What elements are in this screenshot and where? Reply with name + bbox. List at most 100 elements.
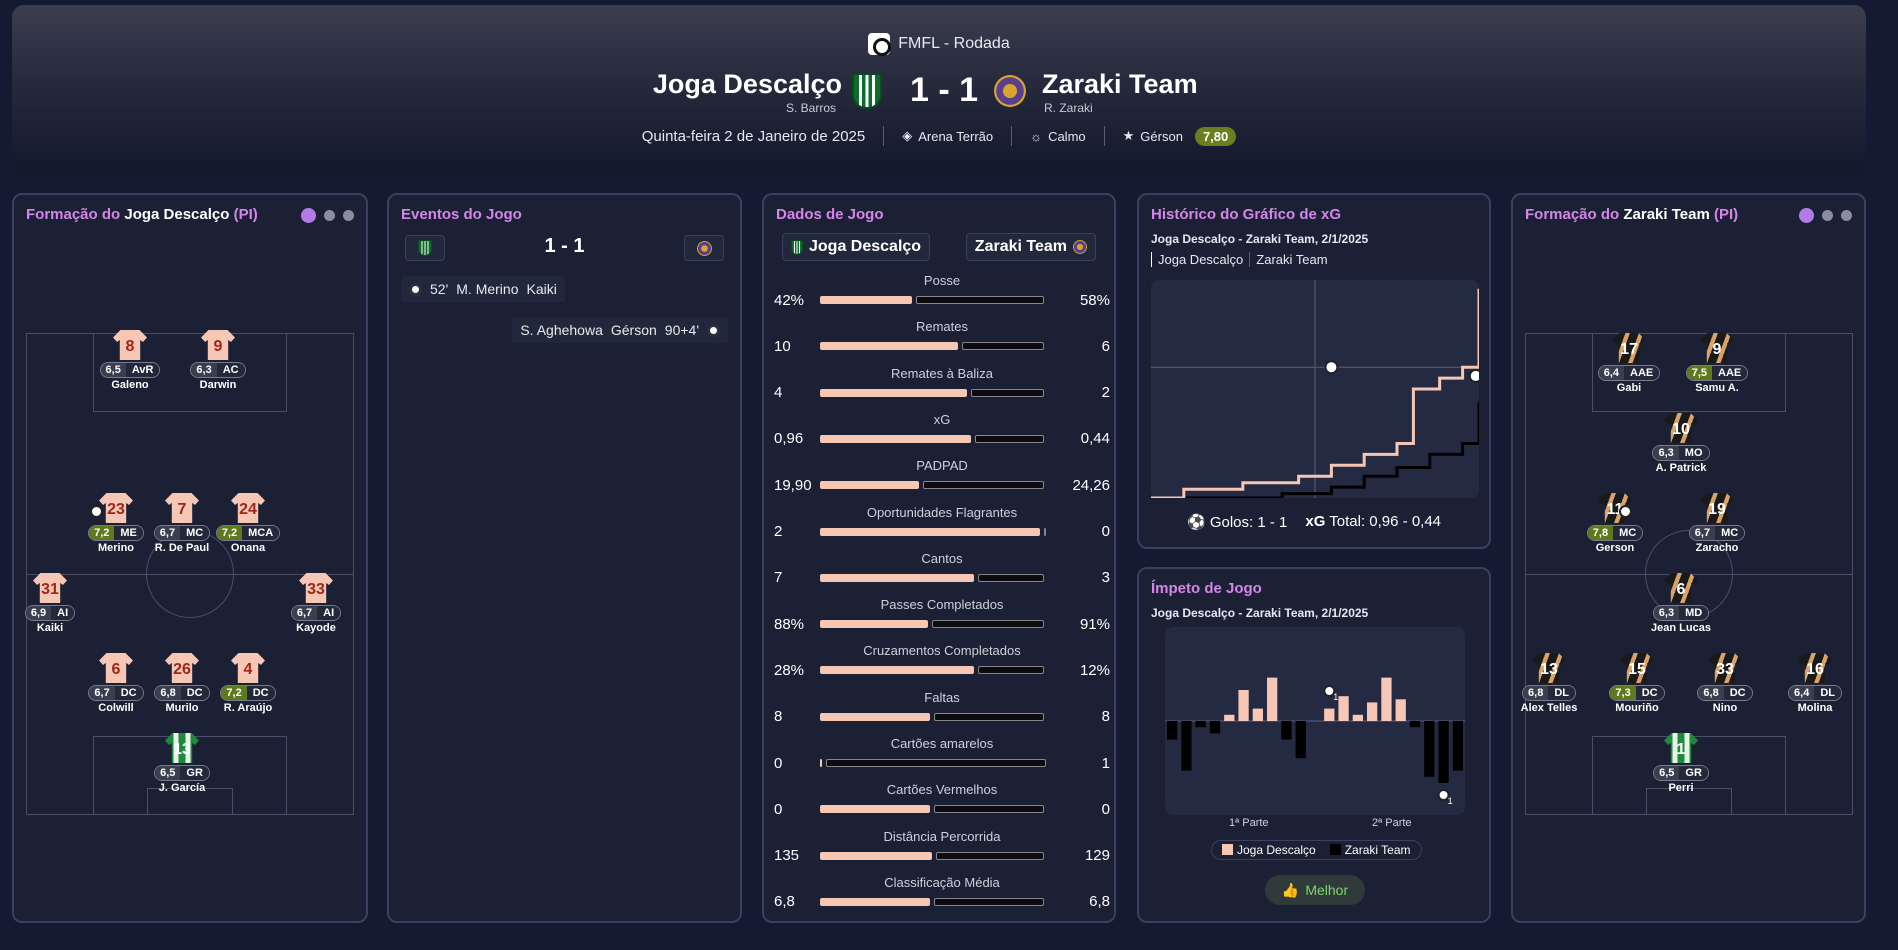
shirt-number: 24 bbox=[239, 501, 257, 518]
stat-away-bar bbox=[916, 296, 1044, 304]
player-kaiki[interactable]: 31 6,9 AI Kaiki bbox=[10, 573, 90, 634]
player-onana[interactable]: 24 7,2 MCA Onana bbox=[208, 493, 288, 554]
home-team-name[interactable]: Joga Descalço bbox=[652, 69, 842, 99]
stat-label: PADPAD bbox=[916, 458, 968, 474]
stat-label: Passes Completados bbox=[880, 597, 1004, 613]
player-gerson[interactable]: 11 7,8 MC Gerson bbox=[1575, 493, 1655, 554]
goal-ball-icon bbox=[1437, 789, 1450, 801]
player-name: Darwin bbox=[199, 379, 237, 391]
player-molina[interactable]: 16 6,4 DL Molina bbox=[1775, 653, 1855, 714]
player-position: MC bbox=[180, 526, 210, 540]
player-alex-telles[interactable]: 13 6,8 DL Alex Telles bbox=[1509, 653, 1589, 714]
player-samu-a-[interactable]: 9 7,5 AAE Samu A. bbox=[1677, 333, 1757, 394]
stat-row: xG 0,96 0,44 bbox=[774, 412, 1110, 450]
view-dot-1[interactable] bbox=[301, 208, 316, 223]
rating-position: 7,3 DC bbox=[1609, 685, 1665, 701]
player-mouri-o[interactable]: 15 7,3 DC Mouriño bbox=[1597, 653, 1677, 714]
stat-away-bar bbox=[978, 666, 1044, 675]
momentum-home-bar bbox=[1367, 702, 1378, 721]
rating-position: 6,7 MC bbox=[1688, 525, 1746, 541]
player-galeno[interactable]: 8 6,5 AvR Galeno bbox=[90, 330, 170, 391]
player-position: AvR bbox=[125, 363, 160, 377]
stat-home-bar bbox=[820, 620, 928, 629]
stat-home-bar bbox=[820, 805, 930, 814]
player-gabi[interactable]: 17 6,4 AAE Gabi bbox=[1589, 333, 1669, 394]
momentum-panel: Ímpeto de Jogo Joga Descalço - Zaraki Te… bbox=[1137, 567, 1491, 923]
away-team-name[interactable]: Zaraki Team bbox=[1042, 69, 1198, 99]
man-of-the-match[interactable]: ★ Gérson 7,80 bbox=[1123, 126, 1237, 146]
xg-away-line bbox=[1151, 402, 1481, 500]
rating-position: 6,9 AI bbox=[24, 605, 76, 621]
rating-position: 6,4 DL bbox=[1788, 685, 1842, 701]
motm-name: Gérson bbox=[1140, 128, 1183, 144]
player-r-de-paul[interactable]: 7 6,7 MC R. De Paul bbox=[142, 493, 222, 554]
away-crest-button[interactable] bbox=[684, 235, 724, 261]
home-goal-event[interactable]: 52' M. Merino Kaiki bbox=[401, 276, 565, 302]
player-r-ara-jo[interactable]: 4 7,2 DC R. Araújo bbox=[208, 653, 288, 714]
stat-away-value: 8 bbox=[1101, 708, 1110, 726]
view-dot-3[interactable] bbox=[343, 210, 354, 221]
shirt-number: 8 bbox=[125, 338, 135, 355]
goals-summary: ⚽ Golos: 1 - 1 bbox=[1186, 514, 1288, 531]
legend-home: Joga Descalço bbox=[1222, 843, 1316, 857]
player-j-garc-a[interactable]: 13 6,5 GR J. García bbox=[142, 733, 222, 794]
stat-away-bar bbox=[826, 759, 1046, 767]
event-minute: 90+4' bbox=[664, 322, 699, 338]
player-murilo[interactable]: 26 6,8 DC Murilo bbox=[142, 653, 222, 714]
view-selector[interactable] bbox=[1799, 208, 1852, 223]
view-selector[interactable] bbox=[301, 208, 354, 223]
stat-home-value: 88% bbox=[774, 615, 805, 633]
panel-title: Formação do Joga Descalço (PI) bbox=[26, 206, 258, 223]
competition: FMFL - Rodada bbox=[12, 33, 1866, 56]
view-dot-1[interactable] bbox=[1799, 208, 1814, 223]
player-kayode[interactable]: 33 6,7 AI Kayode bbox=[276, 573, 356, 634]
player-zaracho[interactable]: 19 6,7 MC Zaracho bbox=[1677, 493, 1757, 554]
player-perri[interactable]: 1 6,5 GR Perri bbox=[1641, 733, 1721, 794]
player-name: Onana bbox=[230, 542, 266, 554]
stat-home-value: 0,96 bbox=[774, 430, 804, 448]
player-name: R. Araújo bbox=[223, 702, 273, 714]
shirt-number: 19 bbox=[1708, 501, 1726, 518]
player-position: ME bbox=[114, 526, 143, 540]
shirt-icon: 24 bbox=[231, 493, 265, 523]
player-position: MC bbox=[1613, 526, 1643, 540]
player-colwill[interactable]: 6 6,7 DC Colwill bbox=[76, 653, 156, 714]
away-team-tab[interactable]: Zaraki Team bbox=[965, 233, 1096, 261]
shirt-icon: 1 bbox=[1664, 733, 1698, 763]
legend-home[interactable]: Joga Descalço bbox=[1151, 252, 1249, 267]
half1-label: 1ª Parte bbox=[1229, 817, 1269, 829]
player-name: Galeno bbox=[111, 379, 149, 391]
player-rating: 6,5 bbox=[155, 766, 181, 780]
player-jean-lucas[interactable]: 6 6,3 MD Jean Lucas bbox=[1641, 573, 1721, 634]
stat-home-value: 0 bbox=[774, 754, 783, 772]
stat-home-value: 8 bbox=[774, 708, 783, 726]
player-merino[interactable]: 23 7,2 ME Merino bbox=[76, 493, 156, 554]
stat-home-bar bbox=[820, 851, 933, 860]
view-dot-2[interactable] bbox=[1822, 210, 1833, 221]
player-a-patrick[interactable]: 10 6,3 MO A. Patrick bbox=[1641, 413, 1721, 474]
legend-away[interactable]: Zaraki Team bbox=[1249, 252, 1333, 267]
player-position: AI bbox=[317, 606, 341, 620]
competition-name: FMFL - Rodada bbox=[898, 35, 1010, 52]
panel-title: Eventos do Jogo bbox=[401, 206, 522, 223]
home-team-tab[interactable]: Joga Descalço bbox=[782, 233, 931, 261]
player-name: Gerson bbox=[1595, 542, 1635, 554]
home-crest-button[interactable] bbox=[405, 235, 445, 261]
shirt-icon: 13 bbox=[165, 733, 199, 763]
view-dot-2[interactable] bbox=[324, 210, 335, 221]
xg-chart bbox=[1151, 280, 1483, 500]
shirt-icon: 10 bbox=[1664, 413, 1698, 443]
home-formation-panel: Formação do Joga Descalço (PI) 8 6,5 AvR Ga… bbox=[12, 193, 368, 923]
momentum-home-bar bbox=[1381, 677, 1392, 721]
player-darwin[interactable]: 9 6,3 AC Darwin bbox=[178, 330, 258, 391]
player-nino[interactable]: 33 6,8 DC Nino bbox=[1685, 653, 1765, 714]
like-button[interactable]: 👍 Melhor bbox=[1265, 875, 1365, 905]
stat-home-bar bbox=[820, 712, 930, 721]
away-goal-event[interactable]: S. Aghehowa Gérson 90+4' bbox=[512, 317, 728, 343]
stat-home-value: 2 bbox=[774, 523, 783, 540]
view-dot-3[interactable] bbox=[1841, 210, 1852, 221]
xg-legend[interactable]: Joga Descalço Zaraki Team bbox=[1151, 252, 1334, 267]
shirt-icon: 9 bbox=[1700, 333, 1734, 363]
stat-home-value: 6,8 bbox=[774, 893, 795, 911]
